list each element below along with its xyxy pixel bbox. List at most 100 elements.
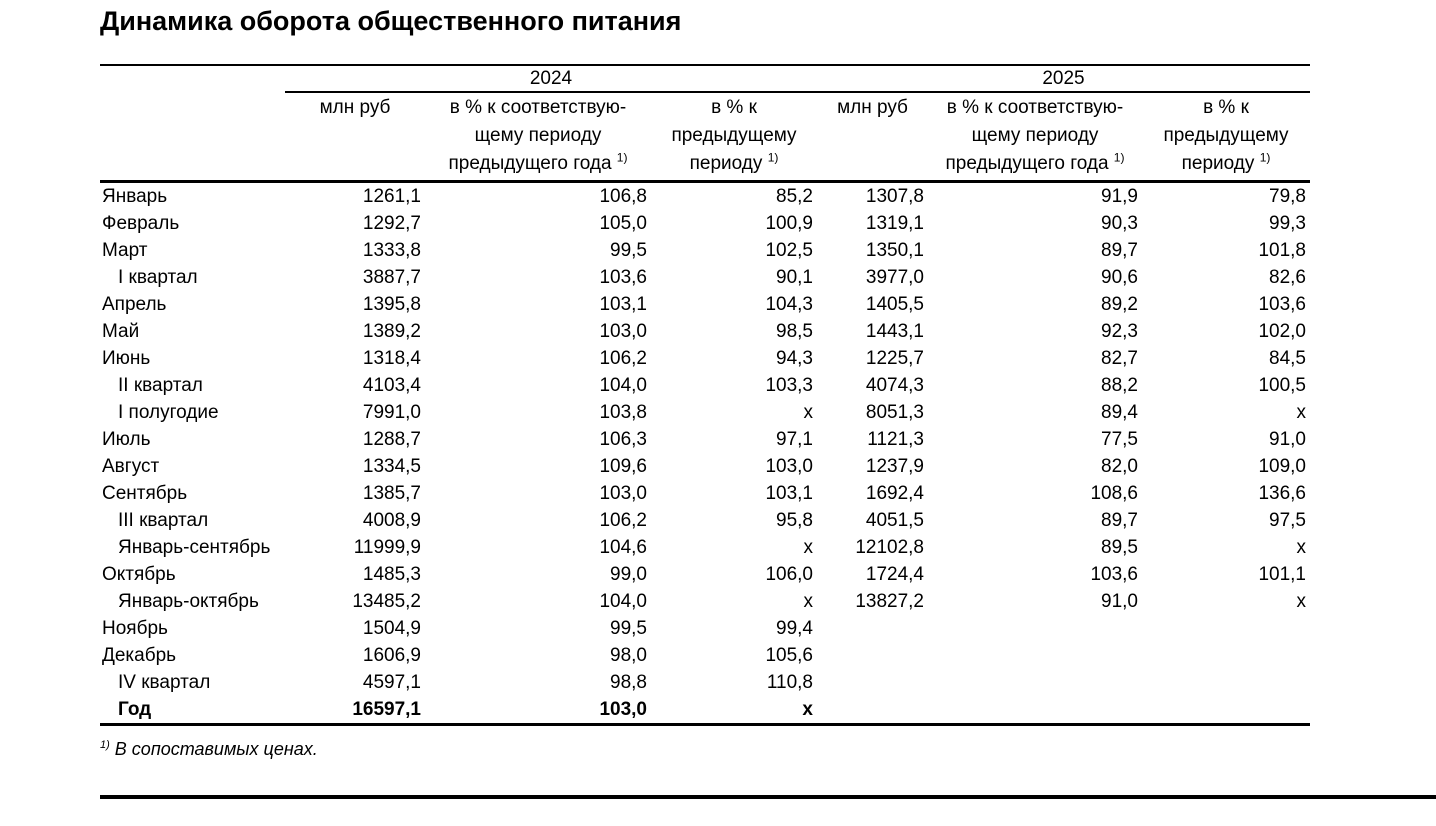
row-label: Сентябрь [102,482,188,504]
cell-pct-same-period-2025: 89,5 [1101,536,1138,558]
cell-pct-prev-period-2024: 85,2 [776,185,813,207]
cell-pct-same-period-2024: 99,0 [610,563,647,585]
col-header-pct-prev-period-2025: в % к предыдущему периоду 1) [1142,92,1310,183]
table-row: Октябрь 1485,3 99,0 106,0 1724,4 103,6 1… [100,561,1310,588]
row-label: Январь [102,185,168,207]
row-label: I квартал [118,266,198,288]
table-row: III квартал 4008,9 106,2 95,8 4051,5 89,… [100,507,1310,534]
cell-mln-rub-2024: 1606,9 [362,644,421,666]
cell-mln-rub-2024: 1485,3 [362,563,421,585]
cell-pct-prev-period-2024: 110,8 [766,671,813,693]
table-row: Декабрь 1606,9 98,0 105,6 [100,642,1310,669]
footnote-marker: 1) [100,739,110,751]
row-label: Год [100,696,285,726]
column-header-row: млн руб в % к соответствую- щему периоду… [100,92,1310,183]
row-label: Май [102,320,140,342]
bottom-divider [100,795,1436,799]
table-row: Июль 1288,7 106,3 97,1 1121,3 77,5 91,0 [100,426,1310,453]
cell-pct-prev-period-2025: 136,6 [1258,482,1306,504]
row-label: IV квартал [118,671,211,693]
row-label: Февраль [102,212,180,234]
cell-pct-same-period-2024: 99,5 [610,239,647,261]
cell-pct-prev-period-2025: 79,8 [1269,185,1306,207]
cell-pct-prev-period-2024: 106,0 [765,563,813,585]
cell-pct-same-period-2024: 103,0 [599,320,647,342]
cell-pct-prev-period-2024: 90,1 [776,266,813,288]
footnote-marker: 1) [1259,150,1271,165]
cell-mln-rub-2025: 1692,4 [865,482,924,504]
cell-pct-same-period-2024: 104,0 [599,374,647,396]
cell-mln-rub-2024: 1333,8 [362,239,421,261]
row-label: III квартал [118,509,209,531]
cell-mln-rub-2025: 1443,1 [865,320,924,342]
cell-pct-same-period-2025: 88,2 [1101,374,1138,396]
cell-mln-rub-2024: 4008,9 [362,509,421,531]
cell-pct-same-period-2025: 89,7 [1101,509,1138,531]
cell-mln-rub-2024: 1385,7 [362,482,421,504]
cell-pct-same-period-2024: 99,5 [610,617,647,639]
table-row: Апрель 1395,8 103,1 104,3 1405,5 89,2 10… [100,291,1310,318]
footnote: 1) В сопоставимых ценах. [100,739,1436,760]
cell-pct-prev-period-2025: х [1296,536,1307,558]
cell-pct-same-period-2025: 89,4 [1101,401,1138,423]
cell-mln-rub-2024: 1504,9 [362,617,421,639]
cell-pct-prev-period-2024: х [803,401,814,423]
cell-mln-rub-2024: 1318,4 [362,347,421,369]
table-row: Март 1333,8 99,5 102,5 1350,1 89,7 101,8 [100,237,1310,264]
table-row: Май 1389,2 103,0 98,5 1443,1 92,3 102,0 [100,318,1310,345]
cell-pct-same-period-2025 [928,642,1142,669]
page-title: Динамика оборота общественного питания [100,6,682,36]
cell-pct-prev-period-2025: 101,1 [1258,563,1306,585]
cell-mln-rub-2025 [817,669,928,696]
cell-pct-same-period-2025: 89,7 [1101,239,1138,261]
table-row: Январь 1261,1 106,8 85,2 1307,8 91,9 79,… [100,182,1310,211]
footnote-text: В сопоставимых ценах. [114,739,318,759]
cell-pct-same-period-2024: 103,1 [599,293,647,315]
cell-pct-prev-period-2025: 100,5 [1258,374,1306,396]
cell-mln-rub-2025: 1405,5 [865,293,924,315]
cell-mln-rub-2024: 11999,9 [353,536,421,558]
col-header-mln-rub-2024: млн руб [285,92,425,183]
cell-pct-prev-period-2024: 95,8 [776,509,813,531]
cell-mln-rub-2024: 1395,8 [362,293,421,315]
cell-pct-prev-period-2025: 101,8 [1258,239,1306,261]
cell-pct-same-period-2024: 98,8 [610,671,647,693]
cell-pct-prev-period-2025: 82,6 [1269,266,1306,288]
cell-pct-prev-period-2024: 102,5 [765,239,813,261]
row-label: Март [102,239,148,261]
cell-mln-rub-2025: 4074,3 [865,374,924,396]
cell-mln-rub-2024: 1261,1 [362,185,421,207]
footnote-marker: 1) [1113,150,1125,165]
cell-pct-prev-period-2024: х [803,536,814,558]
cell-pct-same-period-2024: 103,6 [599,266,647,288]
cell-pct-same-period-2024: 98,0 [610,644,647,666]
table-row: Июнь 1318,4 106,2 94,3 1225,7 82,7 84,5 [100,345,1310,372]
cell-mln-rub-2024: 1334,5 [362,455,421,477]
cell-pct-same-period-2025: 89,2 [1101,293,1138,315]
table-row: Август 1334,5 109,6 103,0 1237,9 82,0 10… [100,453,1310,480]
cell-pct-same-period-2024: 106,2 [599,509,647,531]
cell-mln-rub-2024: 1292,7 [362,212,421,234]
cell-pct-same-period-2025 [928,615,1142,642]
cell-pct-same-period-2025: 91,9 [1101,185,1138,207]
cell-pct-same-period-2025 [928,696,1142,726]
row-label: I полугодие [118,401,219,423]
row-label: Апрель [102,293,167,315]
cell-pct-prev-period-2025: 103,6 [1258,293,1306,315]
cell-mln-rub-2025: 3977,0 [865,266,924,288]
cell-mln-rub-2025 [817,642,928,669]
cell-pct-same-period-2024: 106,2 [599,347,647,369]
table-row: Сентябрь 1385,7 103,0 103,1 1692,4 108,6… [100,480,1310,507]
cell-mln-rub-2025: 12102,8 [855,536,924,558]
cell-pct-same-period-2024: 104,0 [599,590,647,612]
cell-pct-prev-period-2024: 105,6 [765,644,813,666]
cell-mln-rub-2025: 1319,1 [865,212,924,234]
corner-cell [100,65,285,92]
cell-pct-prev-period-2025: х [1296,401,1307,423]
cell-mln-rub-2024: 13485,2 [352,590,421,612]
cell-pct-same-period-2025: 103,6 [1090,563,1138,585]
cell-pct-prev-period-2025: 99,3 [1269,212,1306,234]
cell-pct-prev-period-2025 [1142,696,1310,726]
table-row: Январь-октябрь 13485,2 104,0 х 13827,2 9… [100,588,1310,615]
